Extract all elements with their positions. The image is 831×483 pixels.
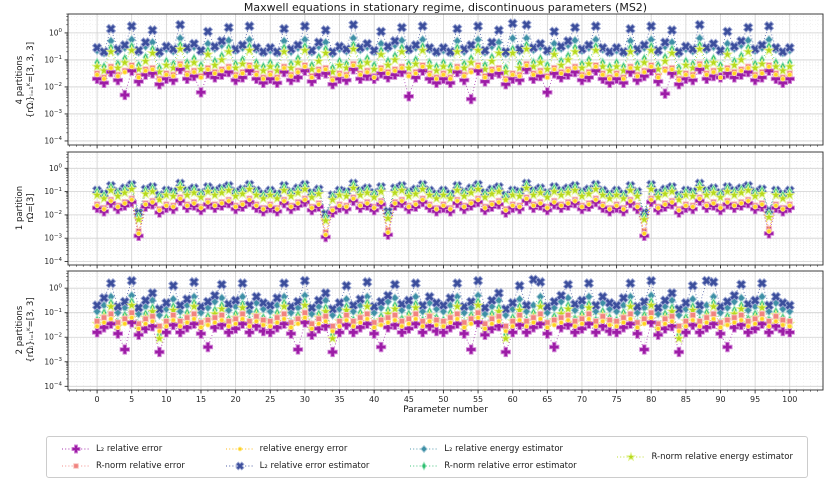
y-tick-label: 10−2 bbox=[44, 210, 62, 219]
x-tick-label: 100 bbox=[782, 395, 797, 404]
legend-item-l2_err_est: L₂ relative error estimator bbox=[225, 458, 370, 473]
series-rnorm_energy_est bbox=[91, 42, 796, 78]
legend-column: relative energy error L₂ relative error e… bbox=[225, 441, 370, 473]
ylabel-panel-1: 4 partitions {rΩᵢ}ᵢ₌₁ᴷ=[3, 3, 3] bbox=[15, 42, 37, 118]
x-tick-label: 25 bbox=[265, 395, 275, 404]
ylabel-panel-3-line1: 2 partitions bbox=[14, 305, 25, 355]
y-tick-label: 10−3 bbox=[44, 357, 62, 366]
y-tick-label: 10−1 bbox=[44, 55, 62, 64]
x-tick-label: 20 bbox=[231, 395, 241, 404]
x-tick-label: 50 bbox=[438, 395, 448, 404]
legend-label: R-norm relative error estimator bbox=[444, 460, 577, 471]
legend-label: R-norm relative energy estimator bbox=[651, 452, 793, 462]
x-tick-label: 90 bbox=[715, 395, 725, 404]
x-tick-label: 55 bbox=[473, 395, 483, 404]
series-rel_energy_err bbox=[94, 314, 793, 334]
chart-title: Maxwell equations in stationary regime, … bbox=[243, 1, 648, 14]
thin_diamond-marker-icon bbox=[410, 460, 439, 471]
plus-marker-icon bbox=[62, 444, 90, 453]
series-rel_energy_err bbox=[94, 195, 793, 238]
legend-item-rnorm_err_est: R-norm relative error estimator bbox=[409, 458, 577, 473]
x-tick-label: 60 bbox=[508, 395, 518, 404]
grid bbox=[68, 13, 823, 145]
y-tick-label: 10−2 bbox=[44, 333, 62, 342]
y-tick-label: 100 bbox=[49, 28, 63, 37]
legend-label: relative energy error bbox=[259, 443, 348, 454]
legend-item-rel_energy_err: relative energy error bbox=[225, 441, 370, 456]
series-l2_err_est bbox=[91, 18, 795, 58]
legend-item-l2_rel_err: L₂ relative error bbox=[61, 441, 185, 456]
panel-4-partitions: 100 10−1 10−2 10−3 10−4 bbox=[44, 13, 824, 149]
square-marker-icon bbox=[62, 462, 90, 469]
legend-item-rnorm_rel_err: R-norm relative error bbox=[61, 458, 185, 473]
x-tick-label: 70 bbox=[577, 395, 587, 404]
x-tick-label: 30 bbox=[300, 395, 310, 404]
x-tick-label: 5 bbox=[129, 395, 134, 404]
diamond-marker-icon bbox=[410, 444, 439, 453]
ylabel-panel-2-line1: 1 partition bbox=[14, 185, 25, 231]
ylabel-panel-3-line2: {rΩᵢ}ᵢ₌₁ᴷ=[3, 3] bbox=[26, 297, 36, 363]
x-tick-label: 75 bbox=[611, 395, 621, 404]
series-rel_energy_err bbox=[94, 62, 793, 83]
legend-label: L₂ relative energy estimator bbox=[444, 443, 564, 454]
ylabel-panel-2-line2: rΩ=[3] bbox=[26, 193, 36, 223]
legend-column: R-norm relative energy estimator bbox=[616, 450, 793, 465]
y-tick-label: 10−4 bbox=[44, 382, 62, 391]
ticks bbox=[64, 151, 818, 269]
y-tick-label: 10−2 bbox=[44, 82, 62, 91]
legend-label: R-norm relative error bbox=[96, 460, 185, 471]
star-marker-icon bbox=[617, 451, 646, 462]
ticks bbox=[64, 270, 818, 394]
y-tick-label: 100 bbox=[49, 164, 63, 173]
x-tick-label: 80 bbox=[646, 395, 656, 404]
ylabel-panel-1-line2: {rΩᵢ}ᵢ₌₁ᴷ=[3, 3, 3] bbox=[26, 41, 36, 119]
y-tick-label: 10−4 bbox=[44, 257, 62, 266]
y-tick-label: 100 bbox=[49, 283, 63, 292]
x-tick-label: 65 bbox=[542, 395, 552, 404]
x-tick-label: 45 bbox=[404, 395, 414, 404]
legend-label: L₂ relative error bbox=[96, 443, 163, 454]
ylabel-panel-3: 2 partitions {rΩᵢ}ᵢ₌₁ᴷ=[3, 3] bbox=[15, 297, 37, 362]
legend-item-rnorm_energy_est: R-norm relative energy estimator bbox=[616, 450, 793, 465]
ylabel-panel-1-line1: 4 partitions bbox=[14, 55, 25, 105]
panel-2-partitions: 100 10−1 10−2 10−3 10−4 0 5 10 15 20 25 30 35 40 45 50 5… bbox=[44, 270, 824, 404]
x-tick-label: 10 bbox=[161, 395, 171, 404]
x-axis-label: Parameter number bbox=[403, 405, 488, 415]
series-l2_err_est bbox=[91, 274, 795, 315]
x-tick-label: 0 bbox=[95, 395, 100, 404]
legend-item-l2_energy_est: L₂ relative energy estimator bbox=[409, 441, 576, 456]
x-tick-label: 85 bbox=[681, 395, 691, 404]
panel-1-partition: 100 10−1 10−2 10−3 10−4 bbox=[44, 151, 824, 269]
y-tick-label: 10−3 bbox=[44, 234, 62, 243]
y-tick-label: 10−1 bbox=[44, 187, 62, 196]
x-tick-label: 35 bbox=[334, 395, 344, 404]
y-tick-label: 10−4 bbox=[44, 136, 62, 145]
ylabel-panel-2: 1 partition rΩ=[3] bbox=[15, 186, 37, 230]
legend-label: L₂ relative error estimator bbox=[259, 460, 370, 471]
y-tick-label: 10−1 bbox=[44, 308, 62, 317]
legend-column: L₂ relative energy estimator R-norm relat… bbox=[409, 441, 577, 473]
x-marker-icon bbox=[225, 460, 254, 471]
legend: L₂ relative error R-norm relative error re… bbox=[46, 436, 808, 478]
plot-canvas: 10010−110−210−310−410010−110−210−310−410… bbox=[44, 13, 824, 404]
x-tick-label: 40 bbox=[369, 395, 379, 404]
dot-marker-icon bbox=[225, 446, 254, 451]
series-l2_rel_err bbox=[91, 64, 795, 105]
x-tick-label: 15 bbox=[196, 395, 206, 404]
y-tick-label: 10−3 bbox=[44, 109, 62, 118]
legend-column: L₂ relative error R-norm relative error bbox=[61, 441, 185, 473]
ticks bbox=[64, 13, 818, 149]
x-tick-label: 95 bbox=[750, 395, 760, 404]
